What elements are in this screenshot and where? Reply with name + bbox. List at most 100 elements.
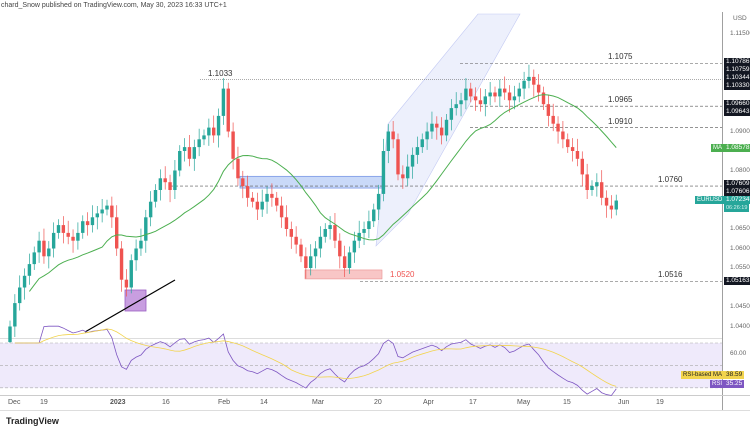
currency-label: USD <box>733 15 747 22</box>
candle-body <box>507 92 512 101</box>
candle-body <box>313 248 318 257</box>
candle-body <box>226 88 230 132</box>
candle-body <box>168 182 172 190</box>
candle-body <box>42 240 46 257</box>
candle-body <box>279 205 284 218</box>
candle-body <box>546 104 551 116</box>
candle-body <box>76 232 80 241</box>
candle-body <box>216 115 221 136</box>
candle-body <box>333 225 337 241</box>
price-tick-label: 1.11500 <box>730 30 750 37</box>
candle-body <box>173 170 177 190</box>
candle-body <box>207 127 211 136</box>
candle-body <box>493 92 497 97</box>
candle-body <box>406 166 410 179</box>
candle-body <box>85 221 90 226</box>
level-label: 1.0965 <box>608 95 633 105</box>
candle-body <box>473 96 478 101</box>
candle-body <box>444 119 449 136</box>
price-tick-label: 1.09000 <box>730 127 750 135</box>
candle-body <box>231 131 235 159</box>
candle-body <box>410 154 415 167</box>
candle-body <box>449 108 454 120</box>
candle-body <box>284 217 289 229</box>
level-label: 1.1033 <box>208 68 233 78</box>
candle-body <box>13 303 17 327</box>
candle-body <box>425 131 429 140</box>
candle-body <box>134 248 138 261</box>
candle-body <box>372 209 376 222</box>
candle-body <box>197 139 201 148</box>
candle-body <box>328 225 332 229</box>
candle-body <box>376 193 381 210</box>
rsi-label-tag: RSI <box>710 380 725 388</box>
candle-body <box>522 80 526 89</box>
candle-body <box>81 221 85 233</box>
price-tag: 1.07609 <box>724 180 750 189</box>
candle-body <box>590 186 594 190</box>
plot-area <box>0 12 722 395</box>
candle-body <box>110 205 114 218</box>
candle-body <box>435 123 439 128</box>
price-tag: 1.10330 <box>724 82 750 91</box>
candle-body <box>551 115 555 124</box>
candle-body <box>299 244 303 257</box>
time-tick-label: 14 <box>260 399 268 406</box>
candle-body <box>595 182 599 187</box>
time-tick-label: 19 <box>40 399 48 406</box>
time-tick-label: Feb <box>218 399 231 406</box>
candle-body <box>566 139 570 148</box>
candle-body <box>115 217 119 249</box>
rsi-line <box>14 325 617 396</box>
candle-body <box>352 240 357 253</box>
last-price-tag: 1.07234 <box>724 195 750 204</box>
price-tag: 1.05163 <box>724 277 750 286</box>
candle-body <box>8 326 12 343</box>
candle-body <box>585 174 589 190</box>
time-tick-label: 2023 <box>110 399 126 406</box>
candle-body <box>241 178 245 187</box>
price-tag: 1.10344 <box>724 74 750 83</box>
time-tick-label: May <box>517 399 531 406</box>
candle-body <box>386 131 390 151</box>
level-label: 1.0516 <box>658 270 683 280</box>
time-tick-label: 20 <box>374 399 382 406</box>
candle-body <box>575 151 580 159</box>
candle-body <box>318 236 323 249</box>
candle-body <box>517 88 521 97</box>
candle-body <box>396 139 400 175</box>
candle-body <box>541 92 546 105</box>
candle-body <box>47 248 51 257</box>
symbol-tag: EURUSD <box>695 195 725 204</box>
level-label: 1.1075 <box>608 52 633 62</box>
candle-body <box>32 252 36 265</box>
candle-body <box>381 151 386 194</box>
candle-body <box>187 147 192 159</box>
candle-body <box>265 193 269 202</box>
candle-body <box>342 256 347 268</box>
candle-body <box>250 197 255 202</box>
time-tick-label: Dec <box>8 399 21 406</box>
rsi-ma-line <box>14 328 617 387</box>
candle-body <box>61 225 66 233</box>
candle-body <box>503 88 507 93</box>
time-tick-label: Mar <box>312 399 325 406</box>
candle-body <box>367 221 371 229</box>
candle-body <box>144 217 148 241</box>
candle-body <box>570 147 575 151</box>
candle-body <box>90 217 95 226</box>
candle-body <box>459 100 463 105</box>
candle-body <box>100 209 104 214</box>
candle-body <box>604 197 609 206</box>
candle-body <box>391 131 395 140</box>
price-tick-label: 1.05500 <box>730 264 750 271</box>
candle-body <box>192 147 196 159</box>
candle-body <box>304 256 308 268</box>
candle-body <box>260 201 264 210</box>
candle-body <box>580 158 584 175</box>
price-tick-label: 1.06500 <box>730 225 750 232</box>
candle-body <box>148 201 153 218</box>
price-tag: 1.09660 <box>724 100 750 109</box>
candle-body <box>561 131 565 140</box>
